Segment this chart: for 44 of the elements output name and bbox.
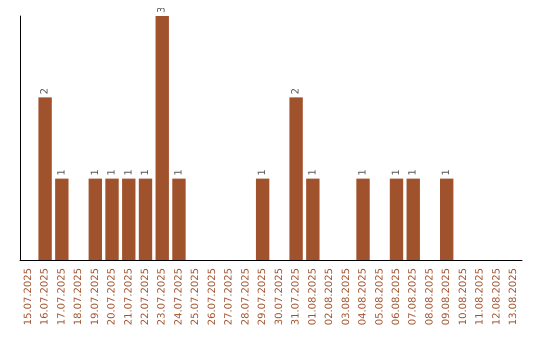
x-tick-label: 27.07.2025 [224,268,235,326]
x-tick-label: 29.07.2025 [257,268,268,326]
data-label: 1 [140,169,151,176]
x-tick-label: 20.07.2025 [106,268,118,326]
data-label: 1 [307,169,318,176]
x-tick-label: 31.07.2025 [290,268,302,326]
x-tick-label: 08.08.2025 [424,268,436,326]
data-label: 1 [56,169,68,176]
x-tick-label: 11.08.2025 [474,268,486,326]
data-label: 1 [257,169,268,176]
x-tick-label: 12.08.2025 [491,268,502,326]
x-tick-label: 03.08.2025 [340,268,352,326]
x-tick-label: 17.07.2025 [56,268,68,326]
x-tick-label: 09.08.2025 [441,268,452,326]
x-tick-label: 05.08.2025 [374,268,386,326]
x-tick-label: 04.08.2025 [358,268,369,326]
x-tick-label: 22.07.2025 [140,268,151,326]
x-tick-label: 21.07.2025 [123,268,134,326]
data-label: 1 [408,169,419,176]
x-tick-label: 16.07.2025 [40,268,51,326]
data-label: 1 [173,169,184,176]
data-label: 1 [358,169,369,176]
x-tick-label: 02.08.2025 [324,268,336,326]
data-label: 1 [441,169,452,176]
data-label: 1 [391,169,402,176]
x-tick-label: 13.08.2025 [508,268,520,326]
x-tick-label: 07.08.2025 [408,268,419,326]
x-tick-label: 25.07.2025 [190,268,202,326]
x-tick-label: 15.07.2025 [22,268,34,326]
data-label: 2 [40,88,51,94]
x-tick-label: 30.07.2025 [274,268,285,326]
x-tick-label: 01.08.2025 [307,268,318,326]
x-tick-label: 24.07.2025 [173,268,184,326]
x-tick-label: 23.07.2025 [156,268,168,326]
x-tick-label: 28.07.2025 [240,268,252,326]
x-tick-label: 19.07.2025 [90,268,101,326]
x-tick-label: 10.08.2025 [458,268,469,326]
data-label: 1 [123,169,134,176]
x-tick-label: 18.07.2025 [73,268,84,326]
data-label: 1 [106,169,118,176]
data-label: 2 [290,88,302,94]
x-tick-label: 26.07.2025 [206,268,218,326]
data-label: 1 [90,169,101,176]
x-tick-label: 06.08.2025 [391,268,402,326]
